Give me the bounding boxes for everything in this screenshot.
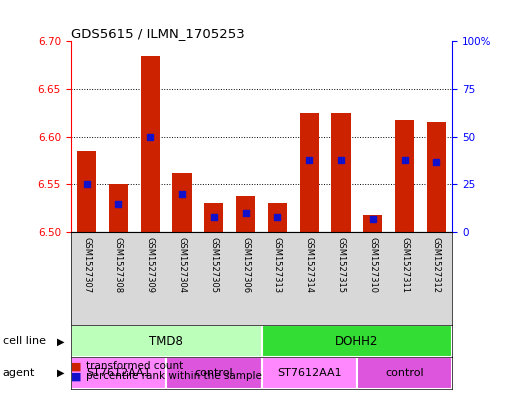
Point bbox=[305, 156, 313, 163]
Text: ST7612AA1: ST7612AA1 bbox=[86, 368, 151, 378]
Point bbox=[178, 191, 186, 197]
Text: agent: agent bbox=[3, 368, 35, 378]
Point bbox=[433, 158, 441, 165]
Text: control: control bbox=[195, 368, 233, 378]
Point bbox=[401, 156, 409, 163]
Text: GSM1527312: GSM1527312 bbox=[432, 237, 441, 293]
Text: ▶: ▶ bbox=[56, 336, 64, 346]
Text: GSM1527313: GSM1527313 bbox=[273, 237, 282, 293]
Text: GSM1527311: GSM1527311 bbox=[400, 237, 409, 293]
Text: GSM1527307: GSM1527307 bbox=[82, 237, 91, 293]
Point bbox=[210, 214, 218, 220]
Bar bbox=[300, 113, 319, 232]
Text: GSM1527304: GSM1527304 bbox=[177, 237, 187, 293]
Text: control: control bbox=[385, 368, 424, 378]
Text: ▶: ▶ bbox=[56, 368, 64, 378]
Text: GSM1527310: GSM1527310 bbox=[368, 237, 378, 293]
Text: percentile rank within the sample: percentile rank within the sample bbox=[86, 371, 262, 382]
Text: TMD8: TMD8 bbox=[149, 335, 183, 348]
Bar bbox=[141, 55, 160, 232]
Text: GSM1527309: GSM1527309 bbox=[145, 237, 155, 293]
Bar bbox=[262, 325, 452, 357]
Point bbox=[82, 181, 90, 187]
Bar bbox=[268, 202, 287, 232]
Text: GDS5615 / ILMN_1705253: GDS5615 / ILMN_1705253 bbox=[71, 27, 244, 40]
Bar bbox=[427, 122, 446, 232]
Text: transformed count: transformed count bbox=[86, 361, 184, 371]
Point bbox=[146, 134, 154, 140]
Point bbox=[242, 210, 250, 216]
Point bbox=[369, 216, 377, 222]
Bar bbox=[71, 357, 166, 389]
Text: ■: ■ bbox=[71, 361, 81, 371]
Text: cell line: cell line bbox=[3, 336, 46, 346]
Text: GSM1527314: GSM1527314 bbox=[305, 237, 314, 293]
Text: GSM1527305: GSM1527305 bbox=[209, 237, 218, 293]
Text: ST7612AA1: ST7612AA1 bbox=[277, 368, 342, 378]
Bar bbox=[363, 215, 382, 232]
Bar bbox=[173, 173, 191, 232]
Text: GSM1527308: GSM1527308 bbox=[114, 237, 123, 293]
Bar bbox=[357, 357, 452, 389]
Text: DOHH2: DOHH2 bbox=[335, 335, 379, 348]
Bar bbox=[262, 357, 357, 389]
Bar bbox=[77, 151, 96, 232]
Point bbox=[273, 214, 281, 220]
Point bbox=[337, 156, 345, 163]
Bar bbox=[204, 202, 223, 232]
Bar bbox=[236, 196, 255, 232]
Text: GSM1527315: GSM1527315 bbox=[336, 237, 346, 293]
Bar bbox=[71, 325, 262, 357]
Bar bbox=[109, 184, 128, 232]
Text: ■: ■ bbox=[71, 371, 81, 382]
Bar bbox=[166, 357, 262, 389]
Bar bbox=[395, 119, 414, 232]
Text: GSM1527306: GSM1527306 bbox=[241, 237, 250, 293]
Bar bbox=[332, 113, 350, 232]
Point bbox=[114, 200, 122, 207]
